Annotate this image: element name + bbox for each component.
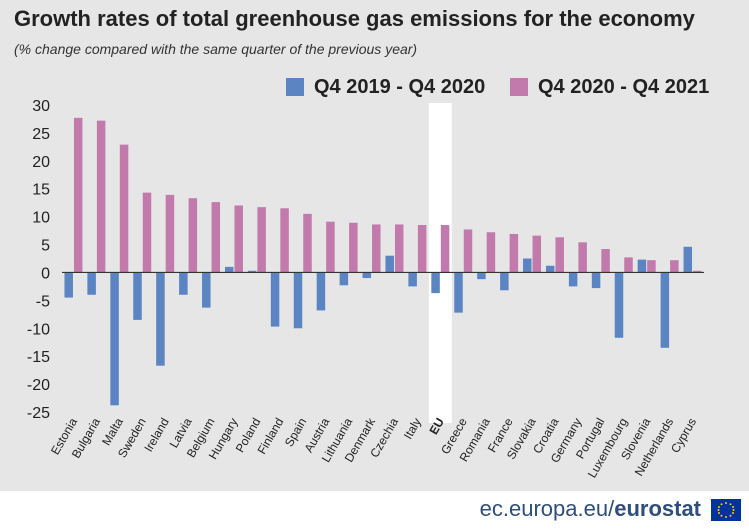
bar-series-1 bbox=[385, 255, 394, 273]
legend-item-series-1: Q4 2019 - Q4 2020 bbox=[286, 72, 485, 102]
bar-series-1 bbox=[523, 258, 532, 273]
bar-series-1 bbox=[545, 265, 555, 273]
bar-series-1 bbox=[683, 246, 693, 273]
bar-series-1 bbox=[179, 272, 188, 295]
footer-url[interactable]: ec.europa.eu/eurostat bbox=[480, 496, 701, 522]
y-tick-label: -15 bbox=[27, 349, 50, 366]
bar-chart: 302520151050-5-10-15-20-25EstoniaBulgari… bbox=[27, 98, 704, 480]
bar-series-2 bbox=[211, 202, 221, 273]
bar-series-1 bbox=[293, 272, 303, 329]
footer-brand-text: eurostat bbox=[614, 496, 701, 521]
bar-series-2 bbox=[234, 205, 243, 273]
bar-series-1 bbox=[87, 272, 96, 295]
bar-series-2 bbox=[601, 249, 610, 273]
bar-series-2 bbox=[440, 225, 450, 273]
bar-series-2 bbox=[165, 194, 175, 273]
y-tick-label: -5 bbox=[36, 293, 50, 310]
bar-series-2 bbox=[349, 222, 358, 273]
bar-series-1 bbox=[133, 272, 142, 320]
bar-series-2 bbox=[326, 221, 335, 273]
bar-series-2 bbox=[257, 207, 266, 273]
bar-series-2 bbox=[417, 225, 427, 273]
y-tick-label: 0 bbox=[41, 265, 50, 282]
bar-series-2 bbox=[693, 270, 702, 273]
eu-highlight-band bbox=[428, 103, 452, 423]
y-tick-label: 20 bbox=[32, 154, 50, 171]
bar-series-1 bbox=[591, 272, 601, 289]
bar-series-2 bbox=[578, 242, 587, 273]
bar-series-1 bbox=[500, 272, 509, 291]
bar-series-2 bbox=[486, 232, 496, 273]
chart-title: Growth rates of total greenhouse gas emi… bbox=[14, 6, 695, 31]
bar-series-1 bbox=[247, 270, 257, 273]
bar-series-2 bbox=[463, 229, 473, 273]
y-tick-label: -25 bbox=[27, 405, 50, 422]
bar-series-1 bbox=[110, 272, 119, 406]
legend-label-series-1: Q4 2019 - Q4 2020 bbox=[314, 75, 486, 98]
bar-series-2 bbox=[303, 213, 312, 273]
footer-domain-text: ec.europa.eu/ bbox=[479, 496, 615, 521]
bar-series-2 bbox=[188, 198, 198, 273]
bar-series-1 bbox=[316, 272, 326, 311]
bar-series-2 bbox=[372, 224, 381, 273]
bar-series-2 bbox=[96, 120, 106, 273]
bar-series-2 bbox=[394, 224, 404, 273]
bar-series-1 bbox=[339, 272, 349, 286]
eu-flag-icon bbox=[711, 499, 741, 521]
y-tick-label: -10 bbox=[27, 321, 50, 338]
bar-series-1 bbox=[614, 272, 624, 338]
bar-series-1 bbox=[568, 272, 578, 287]
chart-subtitle: (% change compared with the same quarter… bbox=[14, 41, 418, 57]
bar-series-2 bbox=[624, 257, 633, 273]
bar-series-1 bbox=[408, 272, 417, 287]
bar-series-2 bbox=[647, 260, 656, 273]
footer: ec.europa.eu/eurostat bbox=[0, 491, 749, 530]
legend-swatch-series-1 bbox=[286, 78, 304, 96]
bar-series-1 bbox=[202, 272, 211, 308]
y-tick-label: 10 bbox=[32, 210, 50, 227]
legend-label-series-2: Q4 2020 - Q4 2021 bbox=[538, 75, 710, 98]
y-tick-label: 25 bbox=[32, 126, 50, 143]
bar-series-2 bbox=[119, 144, 129, 273]
bar-series-1 bbox=[156, 272, 165, 366]
bar-series-1 bbox=[477, 272, 486, 280]
bar-series-1 bbox=[270, 272, 280, 327]
bar-series-1 bbox=[362, 272, 372, 279]
y-tick-label: 5 bbox=[41, 238, 50, 255]
bar-series-1 bbox=[637, 259, 647, 273]
bar-series-2 bbox=[670, 260, 679, 273]
y-tick-label: 30 bbox=[32, 98, 50, 115]
bar-series-2 bbox=[280, 208, 289, 273]
bar-series-1 bbox=[454, 272, 463, 313]
bar-series-1 bbox=[431, 272, 440, 294]
bar-series-1 bbox=[660, 272, 670, 348]
bar-series-1 bbox=[224, 266, 234, 273]
bar-series-2 bbox=[142, 192, 152, 273]
y-tick-label: 15 bbox=[32, 182, 50, 199]
bar-series-2 bbox=[532, 235, 542, 273]
legend-item-series-2: Q4 2020 - Q4 2021 bbox=[510, 72, 709, 102]
bar-series-2 bbox=[555, 237, 564, 273]
bar-series-2 bbox=[73, 117, 83, 273]
bar-series-2 bbox=[509, 233, 519, 273]
x-category-label: Italy bbox=[401, 416, 424, 442]
y-tick-label: -20 bbox=[27, 377, 50, 394]
legend-swatch-series-2 bbox=[510, 78, 528, 96]
bar-series-1 bbox=[64, 272, 73, 298]
